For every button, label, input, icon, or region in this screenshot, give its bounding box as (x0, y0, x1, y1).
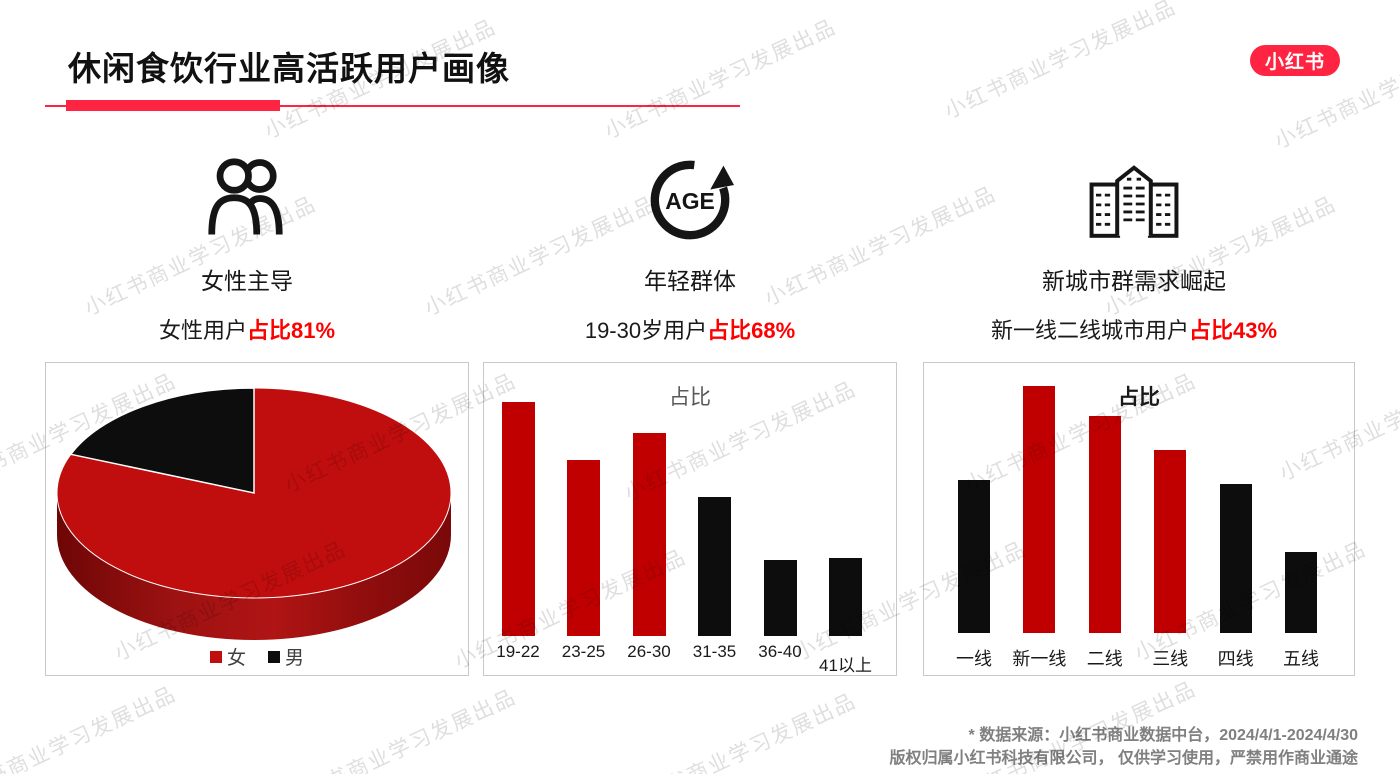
feature-gender: 女性主导 女性用户占比81% (97, 140, 397, 345)
footer-source: * 数据来源：小红书商业数据中台，2024/4/1-2024/4/30 (968, 727, 1358, 744)
page-title: 休闲食饮行业高活跃用户画像 (68, 50, 510, 87)
legend-label-female: 女 (226, 648, 246, 669)
bar-新一线 (1023, 386, 1056, 633)
brand-logo: 小红书 (1250, 45, 1340, 76)
pie-side (57, 493, 451, 640)
stat-highlight: 占比81% (246, 318, 336, 343)
bar-19-22 (501, 402, 535, 636)
watermark: 小红书商业学习发展出品 (1271, 25, 1400, 154)
watermark: 小红书商业学习发展出品 (281, 685, 521, 774)
chart-title: 占比 (1118, 386, 1160, 409)
city-bar-chart: 占比 一线 新一线 二线 三线 四线 五线 (923, 362, 1355, 676)
axis-label: 31-35 (692, 642, 737, 661)
bar-23-25 (567, 460, 600, 636)
watermark: 小红书商业学习发展出品 (0, 682, 181, 774)
axis-label: 23-25 (561, 642, 606, 661)
buildings-icon (984, 152, 1284, 248)
bar-26-30 (632, 433, 666, 636)
watermark: 小红书商业学习发展出品 (621, 689, 861, 774)
legend-item-male: 男 (268, 643, 304, 670)
watermark: 小红书商业学习发展出品 (941, 0, 1181, 124)
bar-五线 (1285, 552, 1317, 633)
people-icon (97, 152, 397, 248)
feature-stat: 19-30岁用户占比68% (540, 313, 840, 345)
watermark: 小红书商业学习发展出品 (601, 15, 841, 144)
axis-label: 19-22 (496, 642, 540, 661)
stat-prefix: 新一线二线城市用户 (990, 318, 1189, 343)
axis-label: 二线 (1086, 649, 1123, 669)
axis-label: 新一线 (1012, 649, 1067, 669)
feature-heading: 女性主导 (201, 268, 293, 294)
legend-label-male: 男 (285, 648, 305, 669)
feature-heading: 新城市群需求崛起 (1042, 268, 1226, 294)
pie-legend: 女 男 (46, 643, 468, 670)
title-underline-thin (45, 105, 740, 107)
feature-heading: 年轻群体 (644, 268, 736, 294)
footer: * 数据来源：小红书商业数据中台，2024/4/1-2024/4/30 版权归属… (890, 724, 1358, 770)
title-underline-thick (66, 100, 280, 111)
axis-label: 一线 (956, 649, 992, 669)
bar-31-35 (698, 497, 731, 636)
bar-三线 (1154, 450, 1187, 633)
legend-swatch-male (268, 650, 280, 663)
stat-prefix: 19-30岁用户 (584, 318, 708, 343)
brand-logo-text: 小红书 (1264, 52, 1325, 73)
gender-pie-chart: 女 男 (45, 362, 469, 676)
age-cycle-icon: AGE (540, 152, 840, 248)
pie-slice-male (69, 387, 255, 494)
stat-highlight: 占比68% (707, 318, 796, 343)
axis-label: 41以上 (819, 656, 872, 675)
feature-stat: 女性用户占比81% (97, 313, 397, 345)
stat-prefix: 女性用户 (158, 318, 247, 343)
axis-label: 五线 (1283, 649, 1319, 669)
feature-age: AGE 年轻群体 19-30岁用户占比68% (540, 140, 840, 345)
feature-city: 新城市群需求崛起 新一线二线城市用户占比43% (984, 140, 1284, 345)
feature-stat: 新一线二线城市用户占比43% (984, 313, 1284, 345)
age-icon-label: AGE (665, 188, 715, 214)
age-bar-chart: 占比 19-22 23-25 26-30 31-35 36-40 41以上 (483, 362, 897, 676)
axis-label: 三线 (1152, 649, 1189, 669)
bar-二线 (1088, 416, 1121, 633)
footer-copyright: 版权归属小红书科技有限公司， 仅供学习使用，严禁用作商业通途 (889, 750, 1358, 767)
chart-title: 占比 (669, 386, 711, 409)
bar-四线 (1219, 484, 1252, 633)
bar-36-40 (763, 560, 797, 636)
bar-一线 (958, 480, 990, 633)
axis-label: 26-30 (627, 642, 671, 661)
pie-3d (56, 387, 452, 640)
legend-item-female: 女 (209, 643, 246, 670)
axis-label: 36-40 (758, 642, 802, 661)
legend-swatch-female (209, 650, 222, 663)
axis-label: 四线 (1217, 649, 1254, 669)
stat-highlight: 占比43% (1188, 318, 1278, 343)
bar-41以上 (829, 558, 862, 636)
